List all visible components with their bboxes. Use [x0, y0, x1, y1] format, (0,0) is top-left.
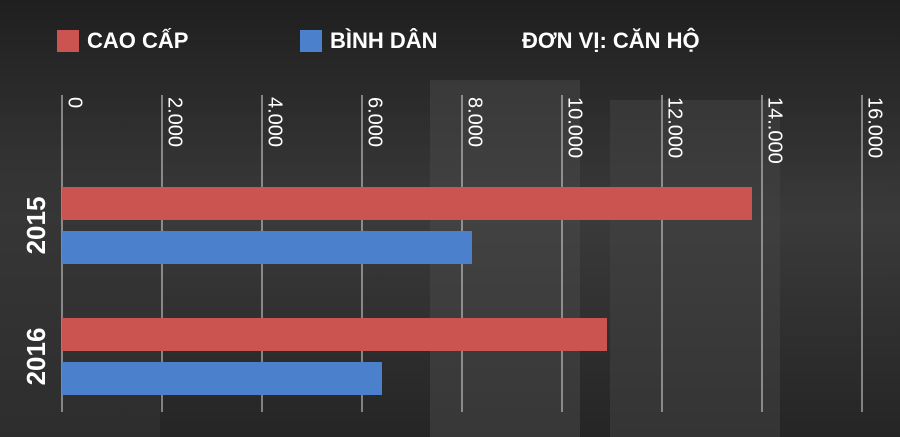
- bar: [62, 231, 472, 264]
- x-tick-label: 8.000: [464, 97, 486, 147]
- x-tick-label: 14..000: [764, 97, 786, 164]
- x-tick-label: 6.000: [364, 97, 386, 147]
- x-tick-label: 2.000: [164, 97, 186, 147]
- legend-swatch: [300, 30, 322, 52]
- x-tick-label: 0: [64, 97, 86, 108]
- x-tick-label: 4.000: [264, 97, 286, 147]
- legend-label: BÌNH DÂN: [330, 28, 438, 53]
- bar: [62, 187, 752, 220]
- bar: [62, 362, 382, 395]
- y-tick-label: 2016: [21, 328, 51, 386]
- y-tick-label: 2015: [21, 197, 51, 255]
- building: [610, 100, 780, 437]
- legend-swatch: [57, 30, 79, 52]
- bar: [62, 318, 607, 351]
- x-tick-label: 10.000: [564, 97, 586, 158]
- x-tick-label: 16.000: [864, 97, 886, 158]
- legend-label: CAO CẤP: [87, 28, 188, 53]
- x-tick-label: 12.000: [664, 97, 686, 158]
- annotation: ĐƠN VỊ: CĂN HỘ: [522, 28, 700, 53]
